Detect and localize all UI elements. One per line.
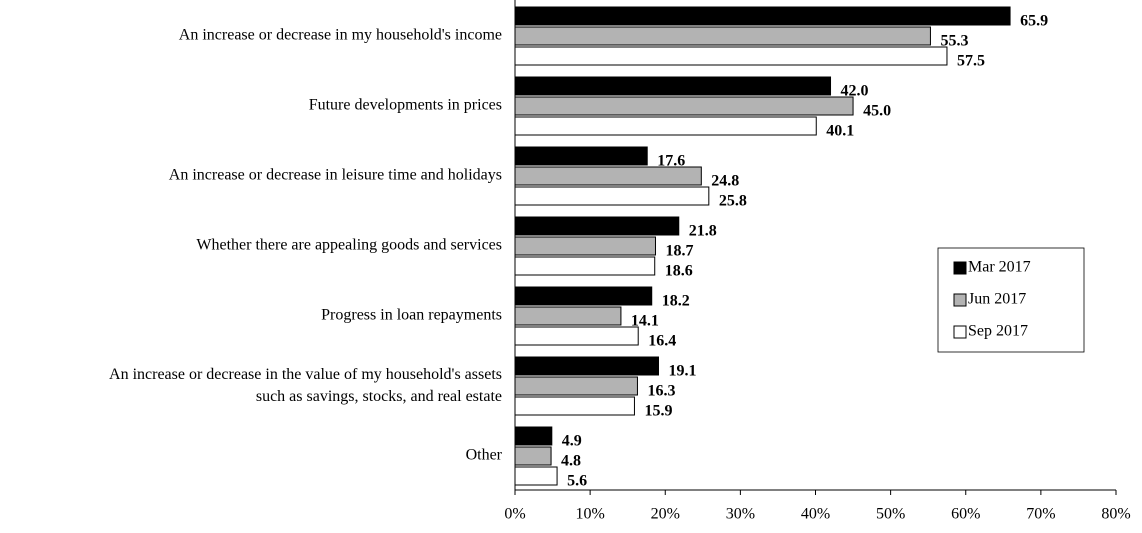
value-label: 42.0 <box>841 83 869 100</box>
bar <box>514 46 948 66</box>
legend-swatch <box>953 293 967 307</box>
x-tick-label: 50% <box>876 506 905 523</box>
legend-swatch <box>953 325 967 339</box>
value-label: 18.7 <box>665 243 693 260</box>
value-label: 16.3 <box>647 383 675 400</box>
bar <box>514 166 702 186</box>
x-tick-label: 20% <box>651 506 680 523</box>
bar <box>514 186 710 206</box>
x-tick-label: 60% <box>951 506 980 523</box>
value-label: 65.9 <box>1020 13 1048 30</box>
bar <box>514 216 680 236</box>
value-label: 15.9 <box>644 403 672 420</box>
x-tick-label: 30% <box>726 506 755 523</box>
x-tick-label: 70% <box>1026 506 1055 523</box>
bar <box>514 446 552 466</box>
value-label: 4.8 <box>561 453 581 470</box>
legend-swatch <box>953 261 967 275</box>
value-label: 19.1 <box>668 363 696 380</box>
category-label: Future developments in prices <box>309 97 502 114</box>
legend-label: Jun 2017 <box>968 291 1026 308</box>
value-label: 18.2 <box>662 293 690 310</box>
bar <box>514 466 558 486</box>
category-label: An increase or decrease in the value of … <box>109 366 502 405</box>
value-label: 14.1 <box>631 313 659 330</box>
x-tick-label: 0% <box>504 506 525 523</box>
category-label: Other <box>466 447 503 464</box>
legend-label: Sep 2017 <box>968 323 1028 340</box>
bar <box>514 326 639 346</box>
value-label: 18.6 <box>665 263 693 280</box>
bar <box>514 96 854 116</box>
bar <box>514 286 653 306</box>
category-label: An increase or decrease in leisure time … <box>169 167 502 184</box>
bar <box>514 426 553 446</box>
bar <box>514 236 656 256</box>
value-label: 40.1 <box>826 123 854 140</box>
value-label: 4.9 <box>562 433 582 450</box>
bar <box>514 6 1011 26</box>
bar <box>514 26 931 46</box>
value-label: 45.0 <box>863 103 891 120</box>
bar <box>514 376 638 396</box>
value-label: 17.6 <box>657 153 685 170</box>
legend-label: Mar 2017 <box>968 259 1031 276</box>
x-tick-label: 40% <box>801 506 830 523</box>
value-label: 57.5 <box>957 53 985 70</box>
bar <box>514 356 659 376</box>
bar <box>514 76 832 96</box>
value-label: 21.8 <box>689 223 717 240</box>
bar <box>514 256 656 276</box>
bar <box>514 116 817 136</box>
value-label: 55.3 <box>940 33 968 50</box>
value-label: 25.8 <box>719 193 747 210</box>
value-label: 5.6 <box>567 473 587 490</box>
value-label: 16.4 <box>648 333 676 350</box>
category-label: Progress in loan repayments <box>321 307 502 324</box>
value-label: 24.8 <box>711 173 739 190</box>
category-label: An increase or decrease in my household'… <box>179 27 502 44</box>
x-tick-label: 10% <box>575 506 604 523</box>
bar <box>514 306 622 326</box>
bar <box>514 396 635 416</box>
bar <box>514 146 648 166</box>
category-label: Whether there are appealing goods and se… <box>196 237 502 254</box>
x-tick-label: 80% <box>1101 506 1130 523</box>
